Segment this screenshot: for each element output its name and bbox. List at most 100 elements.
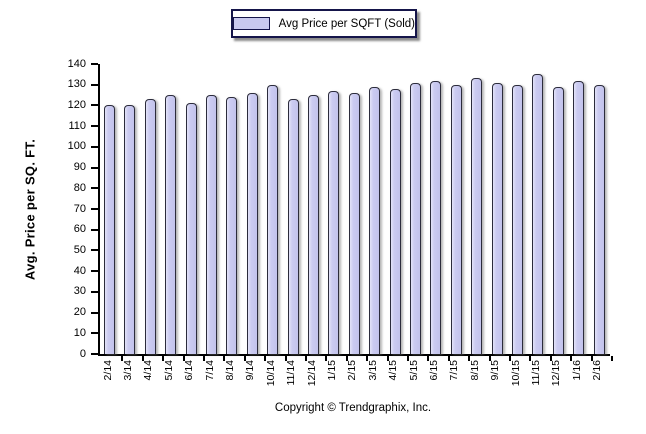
x-axis-label: 12/15 <box>550 360 563 387</box>
x-tick-mark <box>509 356 511 361</box>
y-tick-label: 100 <box>67 140 86 153</box>
bar-10-14 <box>267 85 279 354</box>
y-tick-mark <box>91 249 98 252</box>
x-axis-label: 8/15 <box>468 360 481 381</box>
x-axis-label: 2/14 <box>101 360 114 381</box>
x-axis-label: 6/15 <box>427 360 440 381</box>
x-tick-mark <box>366 356 369 361</box>
x-axis-label: 5/14 <box>162 360 175 381</box>
y-axis-title: Avg. Price per SQ. FT. <box>22 138 38 281</box>
x-axis-label: 12/14 <box>305 360 318 387</box>
x-tick-mark <box>570 356 573 361</box>
bar-8-15 <box>471 78 483 354</box>
y-tick-mark <box>91 208 98 210</box>
x-tick-mark <box>223 356 226 361</box>
y-tick-mark <box>91 104 98 107</box>
y-tick-label: 20 <box>73 306 86 319</box>
x-tick-mark <box>121 356 124 361</box>
chart-legend: Avg Price per SQFT (Sold) <box>231 9 417 38</box>
copyright-text: Copyright © Trendgraphix, Inc. <box>274 402 432 414</box>
bar-2-14 <box>104 105 115 354</box>
legend-swatch-icon <box>233 17 270 30</box>
x-tick-mark <box>407 356 409 361</box>
bar-1-15 <box>328 91 340 354</box>
x-axis-label: 9/15 <box>489 360 502 381</box>
y-tick-label: 140 <box>67 57 86 70</box>
y-tick-mark <box>91 63 98 65</box>
x-tick-mark <box>529 356 532 361</box>
x-tick-mark <box>427 356 430 361</box>
y-tick-mark <box>91 290 98 293</box>
x-tick-mark <box>488 356 491 361</box>
bar-8-14 <box>226 97 238 354</box>
bar-5-14 <box>165 95 177 354</box>
y-tick-mark <box>91 187 98 190</box>
y-tick-mark <box>91 270 98 273</box>
x-axis-label: 1/15 <box>325 360 338 381</box>
bar-9-14 <box>246 93 258 354</box>
y-tick-label: 10 <box>73 326 86 339</box>
legend-label: Avg Price per SQFT (Sold) <box>278 17 415 30</box>
y-tick-label: 120 <box>67 98 86 111</box>
bar-1-16 <box>573 81 585 354</box>
y-tick-mark <box>91 228 98 231</box>
x-tick-mark <box>345 356 348 361</box>
bar-3-15 <box>369 87 381 354</box>
y-tick-mark <box>91 166 98 169</box>
bar-3-14 <box>124 105 136 354</box>
x-axis-label: 10/14 <box>264 360 277 387</box>
y-tick-label: 130 <box>67 78 86 91</box>
bar-2-16 <box>593 85 605 354</box>
bar-11-14 <box>287 99 299 354</box>
x-tick-mark <box>549 356 552 361</box>
y-tick-label: 80 <box>73 181 86 194</box>
x-tick-mark <box>611 356 613 361</box>
bar-4-14 <box>144 99 156 354</box>
bar-4-15 <box>389 89 401 354</box>
bar-11-15 <box>532 74 544 354</box>
y-tick-mark <box>91 311 98 314</box>
y-tick-label: 50 <box>73 243 86 256</box>
y-tick-label: 60 <box>73 223 86 236</box>
x-axis-label: 11/15 <box>529 360 542 386</box>
bar-6-15 <box>430 81 442 354</box>
x-tick-mark <box>162 356 165 361</box>
x-tick-mark <box>182 356 185 361</box>
bar-9-15 <box>491 83 503 354</box>
x-tick-mark <box>325 356 328 361</box>
y-tick-mark <box>91 145 98 148</box>
x-axis-label: 7/14 <box>203 360 216 381</box>
x-axis-label: 5/15 <box>407 360 420 381</box>
y-tick-mark <box>91 332 98 335</box>
bar-12-15 <box>552 87 564 354</box>
x-tick-mark <box>468 356 471 361</box>
x-tick-mark <box>447 356 450 361</box>
bar-12-14 <box>308 95 319 354</box>
bar-6-14 <box>185 103 197 354</box>
x-axis-label: 4/14 <box>142 360 155 381</box>
plot-area <box>91 63 613 361</box>
x-axis-label: 11/14 <box>285 360 298 386</box>
x-axis-label: 4/15 <box>387 360 400 381</box>
x-axis-label: 6/14 <box>183 360 196 381</box>
bar-7-15 <box>450 85 462 354</box>
x-tick-mark <box>590 356 593 361</box>
x-axis-label: 2/16 <box>591 360 604 381</box>
y-tick-label: 90 <box>73 161 86 174</box>
y-tick-label: 0 <box>79 347 86 360</box>
x-tick-mark <box>386 356 389 361</box>
y-tick-label: 40 <box>73 264 86 277</box>
x-tick-mark <box>305 356 307 361</box>
x-axis-label: 1/16 <box>570 360 583 381</box>
x-tick-mark <box>141 356 144 361</box>
y-tick-label: 70 <box>73 202 86 215</box>
x-tick-mark <box>243 356 246 361</box>
y-tick-label: 30 <box>73 285 86 298</box>
y-tick-label: 110 <box>68 119 86 132</box>
y-tick-mark <box>91 125 98 128</box>
y-tick-mark <box>91 83 98 86</box>
x-axis-label: 2/15 <box>346 360 359 381</box>
bar-5-15 <box>410 83 421 354</box>
x-axis-label: 7/15 <box>448 360 461 381</box>
x-tick-mark <box>284 356 287 361</box>
